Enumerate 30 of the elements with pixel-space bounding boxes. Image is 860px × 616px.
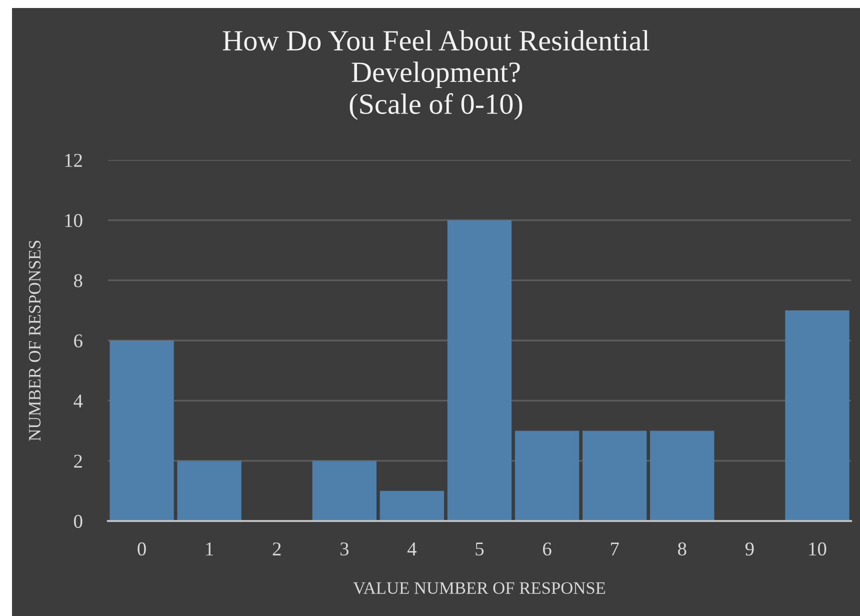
x-tick-label: 9 (745, 542, 754, 556)
x-tick-label: 6 (543, 542, 552, 556)
bar (514, 430, 580, 521)
bar (582, 430, 647, 521)
bar (380, 490, 444, 521)
bar (650, 430, 714, 521)
bar (785, 310, 850, 521)
x-tick-label: 0 (138, 542, 146, 556)
y-tick-label: 0 (74, 514, 82, 528)
x-tick-label: 2 (272, 542, 281, 556)
y-axis-title: NUMBER OF RESPONSES (28, 240, 41, 441)
x-tick-label: 7 (611, 542, 619, 556)
bar (312, 460, 376, 521)
y-tick-label: 4 (74, 394, 83, 408)
y-tick-label: 2 (74, 454, 82, 468)
bar (177, 460, 242, 521)
x-tick-label: 5 (476, 542, 484, 556)
x-tick-label: 8 (678, 542, 686, 556)
x-tick-label: 10 (809, 542, 826, 556)
y-tick-label: 8 (74, 274, 82, 288)
bar (447, 220, 512, 521)
y-tick-label: 10 (65, 214, 82, 228)
y-tick-label: 12 (65, 154, 82, 167)
x-tick-label: 4 (407, 542, 417, 556)
y-tick-label: 6 (74, 334, 82, 348)
x-tick-label: 3 (340, 542, 349, 556)
bar (110, 340, 174, 521)
chart-title: How Do You Feel About Residential Development? (Scale of 0-10) (222, 30, 650, 120)
x-axis-title: VALUE NUMBER OF RESPONSE (353, 582, 606, 594)
x-tick-label: 1 (206, 542, 214, 556)
